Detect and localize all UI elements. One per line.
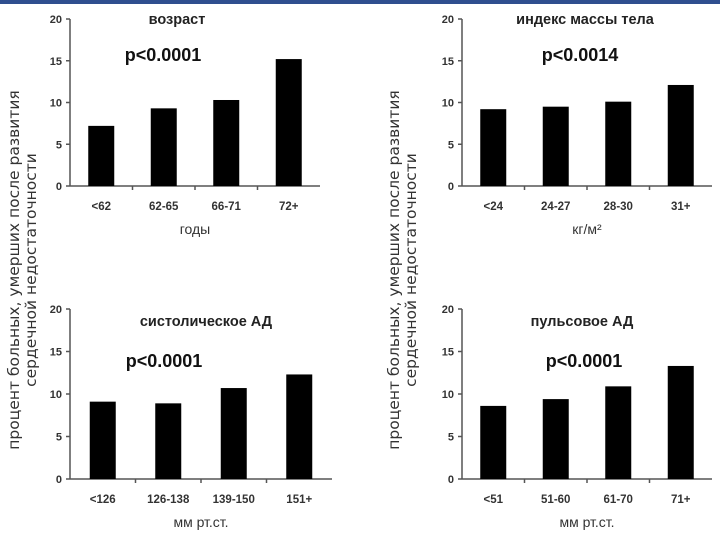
x-tick-label: 72+ [279,201,299,213]
bar [286,374,313,479]
y-tick-label: 15 [50,347,62,359]
x-tick-label: <51 [483,494,503,506]
y-tick-label: 5 [448,432,454,444]
bar [667,365,694,479]
y-tick-label: 10 [50,98,62,110]
p-value-annotation: p<0.0001 [125,45,202,65]
x-tick-label: 126-138 [147,494,190,506]
x-tick-label: 24-27 [541,201,570,213]
y-tick-label: 0 [448,181,454,193]
p-value-annotation: p<0.0001 [126,351,203,371]
y-tick-label: 20 [50,14,62,26]
y-tick-label: 15 [442,56,454,68]
y-tick-label: 0 [56,181,62,193]
y-tick-label: 10 [442,98,454,110]
x-tick-label: 31+ [671,201,691,213]
x-tick-label: <62 [91,201,111,213]
top-border [0,0,720,4]
bar [605,386,632,479]
y-tick-label: 15 [442,347,454,359]
x-tick-label: <24 [483,201,503,213]
bar [155,403,182,479]
bar [480,109,507,186]
x-tick-label: 71+ [671,494,691,506]
y-tick-label: 0 [56,474,62,486]
chart-title: возраст [149,12,206,28]
y-tick-label: 20 [442,14,454,26]
chart-title: пульсовое АД [531,314,634,330]
p-value-annotation: p<0.0014 [542,45,619,65]
bar [88,125,115,186]
x-axis-label: мм рт.ст. [559,514,614,530]
y-tick-label: 0 [448,474,454,486]
x-tick-label: 139-150 [213,494,255,506]
bar [480,405,507,479]
chart-title: индекс массы тела [516,12,655,28]
x-axis-label: годы [180,221,211,237]
y-tick-label: 5 [56,432,62,444]
x-tick-label: 28-30 [604,201,633,213]
bar [213,99,240,186]
x-axis-label: кг/м² [572,221,602,237]
x-tick-label: 61-70 [604,494,633,506]
bar [605,101,632,186]
bar [542,106,569,186]
y-tick-label: 10 [50,389,62,401]
x-tick-label: <126 [90,494,116,506]
p-value-annotation: p<0.0001 [546,351,623,371]
bar [220,388,247,479]
y-tick-label: 10 [442,389,454,401]
y-tick-label: 15 [50,56,62,68]
bar [667,84,694,186]
x-tick-label: 62-65 [149,201,179,213]
x-tick-label: 66-71 [212,201,242,213]
bar [150,108,177,186]
x-axis-label: мм рт.ст. [173,514,228,530]
x-tick-label: 151+ [286,494,312,506]
bar [89,401,116,479]
y-tick-label: 20 [442,304,454,316]
chart-title: систолическое АД [140,314,273,330]
y-tick-label: 20 [50,304,62,316]
bar [542,399,569,479]
x-tick-label: 51-60 [541,494,570,506]
bar [275,59,302,186]
y-tick-label: 5 [448,139,454,151]
y-tick-label: 5 [56,139,62,151]
